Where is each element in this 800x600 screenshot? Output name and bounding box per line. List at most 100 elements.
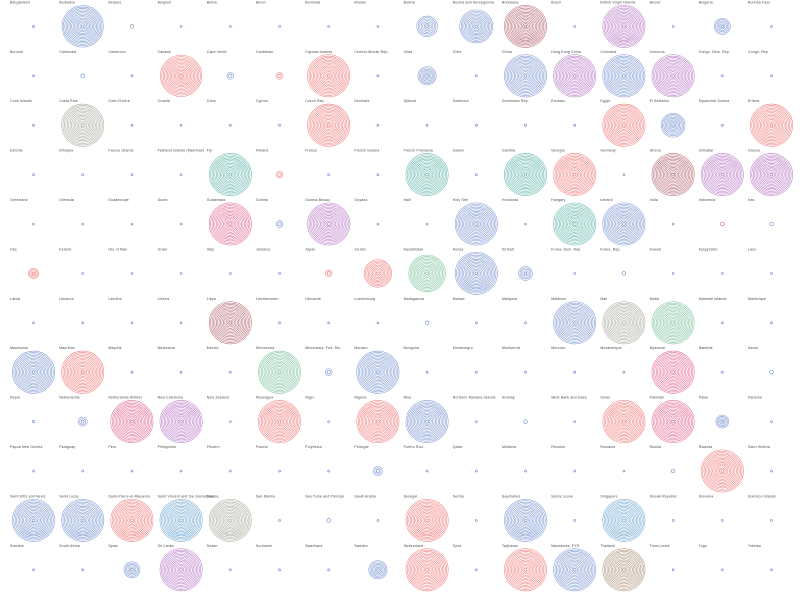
concentric-ring xyxy=(169,508,193,532)
concentric-ring xyxy=(768,122,775,129)
concentric-ring xyxy=(327,568,330,572)
concentric-ring xyxy=(75,19,90,34)
country-cell: Tajikistan xyxy=(502,544,547,592)
country-cell: Saudi Arabia xyxy=(354,494,380,522)
concentric-ring xyxy=(170,559,192,580)
concentric-ring xyxy=(520,71,531,81)
concentric-ring xyxy=(356,350,400,394)
country-label: Namibia xyxy=(699,346,713,350)
country-label: Martinique xyxy=(748,297,766,301)
concentric-ring xyxy=(62,352,103,393)
concentric-ring xyxy=(466,16,487,37)
concentric-ring xyxy=(416,510,438,531)
country-label: West Bank and Gaza xyxy=(551,396,587,400)
concentric-ring xyxy=(573,568,577,572)
concentric-ring xyxy=(322,218,335,230)
concentric-ring xyxy=(376,519,380,522)
concentric-ring xyxy=(522,270,529,277)
concentric-ring xyxy=(671,519,675,522)
concentric-ring xyxy=(469,19,484,34)
concentric-ring xyxy=(558,307,591,339)
concentric-ring xyxy=(761,164,782,185)
concentric-ring xyxy=(770,519,773,522)
country-cell: Netherlands Antilles xyxy=(108,396,154,444)
concentric-ring xyxy=(655,305,691,341)
country-label: Lebanon xyxy=(59,297,74,301)
concentric-ring xyxy=(68,12,97,41)
concentric-ring xyxy=(671,222,675,226)
concentric-ring xyxy=(617,415,630,428)
concentric-ring xyxy=(615,561,633,579)
concentric-ring xyxy=(162,501,200,540)
country-label: Czech Rep. xyxy=(305,99,325,103)
concentric-ring xyxy=(376,25,380,28)
concentric-ring xyxy=(229,25,232,28)
concentric-ring xyxy=(553,301,597,345)
concentric-ring xyxy=(227,319,234,326)
concentric-ring xyxy=(31,271,36,275)
country-cell: Guam xyxy=(158,198,183,226)
concentric-ring xyxy=(717,170,727,180)
concentric-ring xyxy=(227,171,234,178)
concentric-ring xyxy=(612,410,636,434)
country-label: Netherlands Antilles xyxy=(108,396,142,400)
country-cell: Norway xyxy=(502,396,528,424)
concentric-ring xyxy=(168,63,194,89)
concentric-ring xyxy=(706,158,739,191)
concentric-ring xyxy=(622,74,626,78)
concentric-ring xyxy=(473,270,480,277)
concentric-ring xyxy=(762,165,781,184)
concentric-ring xyxy=(716,465,729,477)
concentric-ring xyxy=(570,71,580,81)
concentric-ring xyxy=(364,359,391,386)
country-label: Jamaica xyxy=(256,247,270,251)
concentric-ring xyxy=(278,123,281,127)
concentric-ring xyxy=(573,321,577,325)
country-label: Bermuda xyxy=(305,0,320,4)
concentric-ring xyxy=(713,462,732,480)
concentric-ring xyxy=(326,271,331,276)
concentric-ring xyxy=(471,219,481,229)
concentric-ring xyxy=(573,172,577,177)
concentric-ring xyxy=(367,411,389,432)
concentric-ring xyxy=(573,469,576,473)
concentric-ring xyxy=(504,548,547,592)
concentric-ring xyxy=(179,321,183,325)
concentric-ring xyxy=(265,357,294,387)
concentric-ring xyxy=(419,266,435,281)
concentric-ring xyxy=(229,123,232,127)
concentric-ring xyxy=(709,161,736,188)
concentric-ring xyxy=(164,58,198,93)
country-label: Cameroon xyxy=(108,50,125,54)
country-cell: Bhutan xyxy=(354,0,380,28)
concentric-ring xyxy=(653,154,694,195)
concentric-ring xyxy=(270,412,289,431)
concentric-ring xyxy=(508,552,543,588)
concentric-ring xyxy=(573,25,576,28)
country-cell: Ecuador xyxy=(551,99,576,127)
concentric-ring xyxy=(608,554,640,586)
country-cell: Ireland xyxy=(59,247,84,275)
concentric-ring xyxy=(64,501,102,540)
concentric-ring xyxy=(66,504,99,537)
concentric-ring xyxy=(110,498,154,542)
concentric-ring xyxy=(370,266,386,281)
concentric-ring xyxy=(515,559,536,580)
concentric-ring xyxy=(671,272,675,275)
concentric-ring xyxy=(707,160,737,189)
concentric-ring xyxy=(367,263,388,284)
country-cell: Mexico xyxy=(207,346,232,374)
concentric-ring xyxy=(277,419,282,424)
country-label: Jordan xyxy=(354,247,366,251)
concentric-ring xyxy=(373,565,383,575)
concentric-ring xyxy=(208,301,252,345)
concentric-ring xyxy=(114,404,150,439)
country-label: Saint Vincent and the Grenadines xyxy=(158,494,215,498)
concentric-ring xyxy=(616,117,632,133)
country-label: Ghana xyxy=(650,149,661,153)
concentric-ring xyxy=(721,272,724,275)
concentric-ring xyxy=(759,163,784,187)
country-cell: Mali xyxy=(600,297,646,345)
concentric-ring xyxy=(372,564,384,576)
concentric-ring xyxy=(79,23,86,30)
